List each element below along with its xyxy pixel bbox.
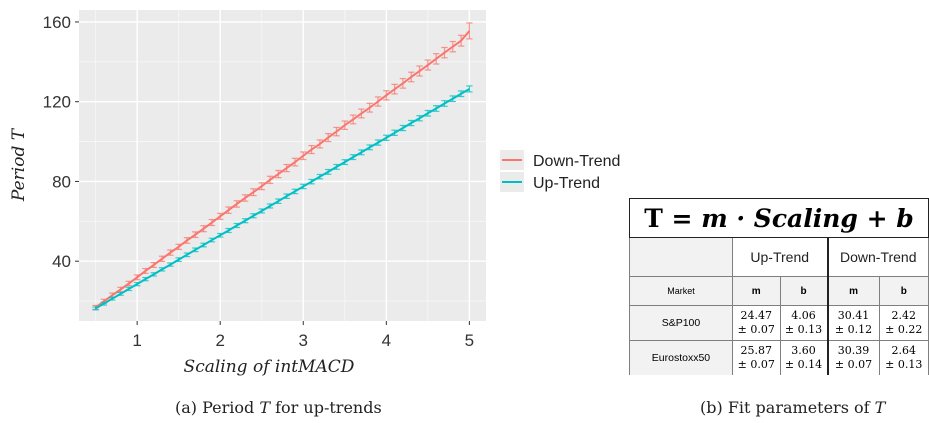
down-m-cell: 30.41 ± 0.12 <box>826 305 880 341</box>
uncertainty: ± 0.22 <box>885 323 923 336</box>
header-market: Market <box>629 276 733 306</box>
uncertainty: ± 0.07 <box>737 358 775 371</box>
series-line-down-trend <box>95 30 471 309</box>
down-b-cell: 2.42 ± 0.22 <box>878 305 929 341</box>
market-name: Eurostoxx50 <box>629 340 733 375</box>
up-m-cell: 25.87 ± 0.07 <box>731 340 781 375</box>
header-down-b: b <box>878 276 929 306</box>
column-header-row: Market m b m b <box>629 276 929 306</box>
uncertainty: ± 0.07 <box>834 358 873 371</box>
uncertainty: ± 0.07 <box>737 323 775 336</box>
down-b-cell: 2.64 ± 0.13 <box>878 340 929 375</box>
formula-row: T = m · Scaling + b <box>629 198 929 238</box>
value: 2.64 <box>891 344 917 357</box>
series-up-trend <box>92 85 473 311</box>
caption-right-var: T <box>874 398 886 417</box>
group-down-trend: Down-Trend <box>826 237 929 277</box>
group-up-trend: Up-Trend <box>731 237 829 277</box>
value: 2.42 <box>891 309 917 322</box>
caption-left-suffix: for up-trends <box>270 398 382 417</box>
fit-parameters-table: T = m · Scaling + b Up-Trend Down-Trend … <box>629 198 929 375</box>
uncertainty: ± 0.12 <box>834 323 873 336</box>
caption-left-var: T <box>259 398 271 417</box>
market-name: S&P100 <box>629 305 733 341</box>
group-blank-cell <box>629 237 733 277</box>
value: 24.47 <box>740 309 772 322</box>
caption-right-prefix: (b) Fit parameters of <box>700 398 875 417</box>
y-tick-labels: 40 80 120 160 <box>43 13 79 271</box>
table-row: Eurostoxx50 25.87 ± 0.07 3.60 ± 0.14 30.39… <box>629 340 929 375</box>
grid-minor <box>79 10 486 321</box>
table-row: S&P100 24.47 ± 0.07 4.06 ± 0.13 30.41 ± 0.1… <box>629 305 929 341</box>
grid-major <box>79 10 486 321</box>
legend: Down-Trend Up-Trend <box>500 150 620 192</box>
y-tick-label: 160 <box>43 13 71 32</box>
caption-left-prefix: (a) Period <box>175 398 260 417</box>
header-down-m: m <box>826 276 880 306</box>
series-line-up-trend <box>95 88 470 310</box>
value: 4.06 <box>791 309 816 322</box>
fit-parameters-table-wrap: T = m · Scaling + b Up-Trend Down-Trend … <box>629 198 929 375</box>
x-axis-title: Scaling of intMACD <box>184 357 355 377</box>
formula-lhs: T = <box>644 203 702 233</box>
x-tick-labels: 1 2 3 4 5 <box>132 321 474 350</box>
formula-cell: T = m · Scaling + b <box>629 198 929 238</box>
legend-label-down-trend: Down-Trend <box>533 153 620 170</box>
header-up-m: m <box>731 276 781 306</box>
group-header-row: Up-Trend Down-Trend <box>629 237 929 277</box>
formula-rhs: m · Scaling + b <box>701 203 914 233</box>
up-b-cell: 4.06 ± 0.13 <box>779 305 829 341</box>
series-down-trend <box>92 22 473 311</box>
down-m-cell: 30.39 ± 0.07 <box>826 340 880 375</box>
uncertainty: ± 0.13 <box>784 323 823 336</box>
y-axis-title: Period T <box>9 127 29 202</box>
legend-label-up-trend: Up-Trend <box>533 175 600 192</box>
up-b-cell: 3.60 ± 0.14 <box>779 340 829 375</box>
x-tick-label: 4 <box>382 331 391 350</box>
header-up-b: b <box>779 276 829 306</box>
up-m-cell: 24.47 ± 0.07 <box>731 305 781 341</box>
uncertainty: ± 0.14 <box>784 358 823 371</box>
value: 3.60 <box>791 344 816 357</box>
x-tick-label: 5 <box>465 331 474 350</box>
value: 25.87 <box>740 344 772 357</box>
series-layer <box>92 22 473 311</box>
y-tick-label: 120 <box>43 93 71 112</box>
caption-left: (a) Period T for up-trends <box>175 398 382 417</box>
caption-right: (b) Fit parameters of T <box>700 398 885 417</box>
uncertainty: ± 0.13 <box>885 358 923 371</box>
y-tick-label: 80 <box>52 172 71 191</box>
y-tick-label: 40 <box>52 252 71 271</box>
x-tick-label: 2 <box>215 331 224 350</box>
value: 30.41 <box>837 309 870 322</box>
x-tick-label: 1 <box>132 331 141 350</box>
x-tick-label: 3 <box>299 331 308 350</box>
value: 30.39 <box>837 344 870 357</box>
